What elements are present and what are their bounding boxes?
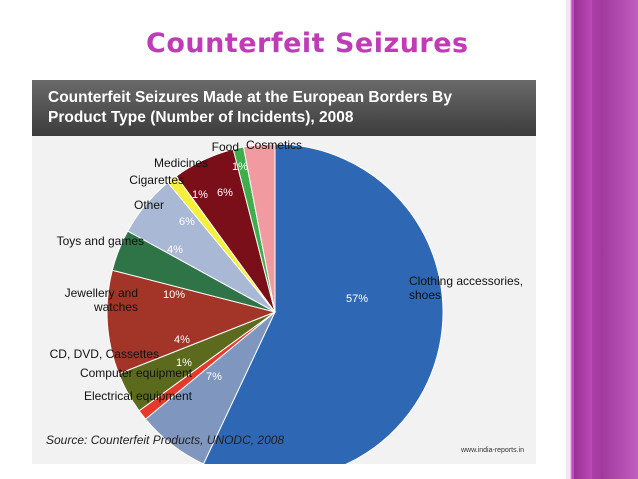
slice-percent-medicines: 6% <box>217 187 233 199</box>
pie-chart: Clothing accessories, shoes Electrical equ… <box>50 138 523 464</box>
slice-percent-clothing-accessories-shoes: 57% <box>346 293 368 305</box>
chart-credit: www.india-reports.in <box>460 447 524 454</box>
slice-label-cosmetics: Cosmetics <box>246 138 302 152</box>
slice-percent-cigarettes: 1% <box>192 189 208 201</box>
slice-label-cigarettes: Cigarettes <box>129 173 184 187</box>
pie-slice-cosmetics <box>242 143 276 313</box>
slice-label-electrical-equipment: Electrical equipment <box>84 389 193 403</box>
slice-percent-electrical-equipment: 7% <box>206 371 222 383</box>
slice-label-toys-and-games: Toys and games <box>57 234 144 248</box>
pie-slice-jewellery-and-watches <box>106 269 277 375</box>
slice-label-computer-equipment: Computer equipment <box>80 366 193 380</box>
slice-label-food: Food <box>212 140 239 154</box>
decorative-side-strip <box>574 0 592 479</box>
chart-title: Counterfeit Seizures Made at the Europea… <box>48 88 528 128</box>
slice-percent-computer-equipment: 1% <box>176 357 192 369</box>
slice-percent-toys-and-games: 4% <box>167 244 183 256</box>
chart-title-line-1: Counterfeit Seizures Made at the Europea… <box>48 89 452 106</box>
slice-percent-other: 6% <box>179 216 195 228</box>
decorative-side-band <box>566 0 638 479</box>
slice-label-clothing-accessories-shoes: Clothing accessories, shoes <box>409 274 523 302</box>
slice-label-jewellery-and-watches: Jewellery and watches <box>65 286 138 314</box>
slice-label-cd-dvd-cassettes: CD, DVD, Cassettes <box>50 347 159 361</box>
slice-label-medicines: Medicines <box>154 156 208 170</box>
pie-slice-clothing-accessories-shoes <box>202 143 444 464</box>
slide-title: Counterfeit Seizures <box>146 28 469 59</box>
chart-title-line-2: Product Type (Number of Incidents), 2008 <box>48 109 354 126</box>
slice-percent-food: 1% <box>232 161 248 173</box>
chart-header: Counterfeit Seizures Made at the Europea… <box>32 80 536 136</box>
slice-label-other: Other <box>134 198 164 212</box>
chart-frame: Counterfeit Seizures Made at the Europea… <box>32 80 536 464</box>
slice-percent-cd-dvd-cassettes: 4% <box>174 334 190 346</box>
slice-percent-jewellery-and-watches: 10% <box>163 289 185 301</box>
chart-source: Source: Counterfeit Products, UNODC, 200… <box>46 433 285 447</box>
